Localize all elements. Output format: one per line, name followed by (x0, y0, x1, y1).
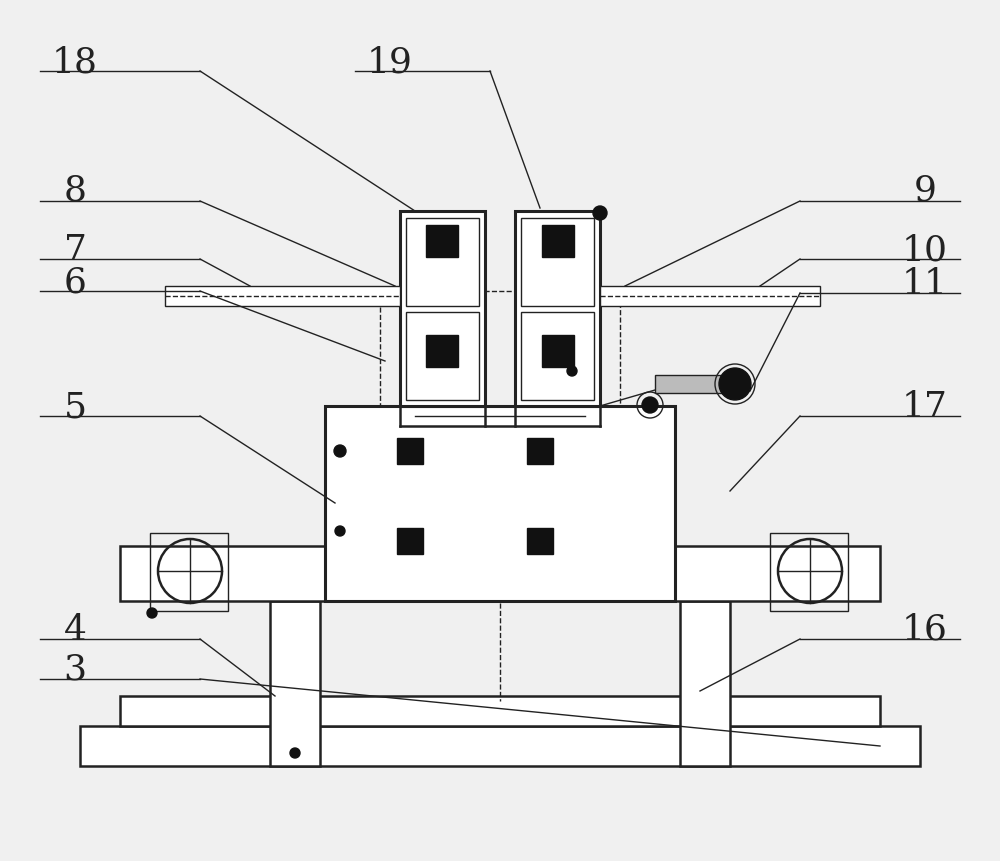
Bar (80, 726, 920, 766)
Circle shape (147, 608, 157, 618)
Text: 4: 4 (64, 612, 87, 647)
Bar (380, 292, 620, 406)
Text: 9: 9 (914, 173, 936, 207)
Text: 18: 18 (52, 45, 98, 79)
Bar (400, 212, 485, 406)
Circle shape (642, 398, 658, 413)
Circle shape (593, 207, 607, 220)
Text: 8: 8 (64, 173, 87, 207)
Bar (325, 406, 675, 601)
Text: 5: 5 (63, 389, 87, 424)
Text: 11: 11 (902, 267, 948, 300)
Bar (270, 601, 320, 766)
Bar (655, 375, 733, 393)
Bar (680, 601, 730, 766)
Circle shape (719, 369, 751, 400)
Bar (515, 212, 600, 406)
Circle shape (290, 748, 300, 759)
Bar (770, 533, 848, 611)
Bar (521, 313, 594, 400)
Circle shape (334, 445, 346, 457)
Circle shape (567, 367, 577, 376)
Text: 16: 16 (902, 612, 948, 647)
Bar (120, 547, 880, 601)
Text: 17: 17 (902, 389, 948, 424)
Circle shape (335, 526, 345, 536)
Bar (600, 287, 820, 307)
Bar (165, 287, 400, 307)
Text: 3: 3 (63, 653, 87, 686)
Bar (521, 219, 594, 307)
Bar (406, 219, 479, 307)
Text: 6: 6 (64, 264, 86, 299)
Text: 19: 19 (367, 45, 413, 79)
Bar (406, 313, 479, 400)
Bar (120, 697, 880, 726)
Text: 7: 7 (64, 232, 86, 267)
Text: 10: 10 (902, 232, 948, 267)
Bar (150, 533, 228, 611)
